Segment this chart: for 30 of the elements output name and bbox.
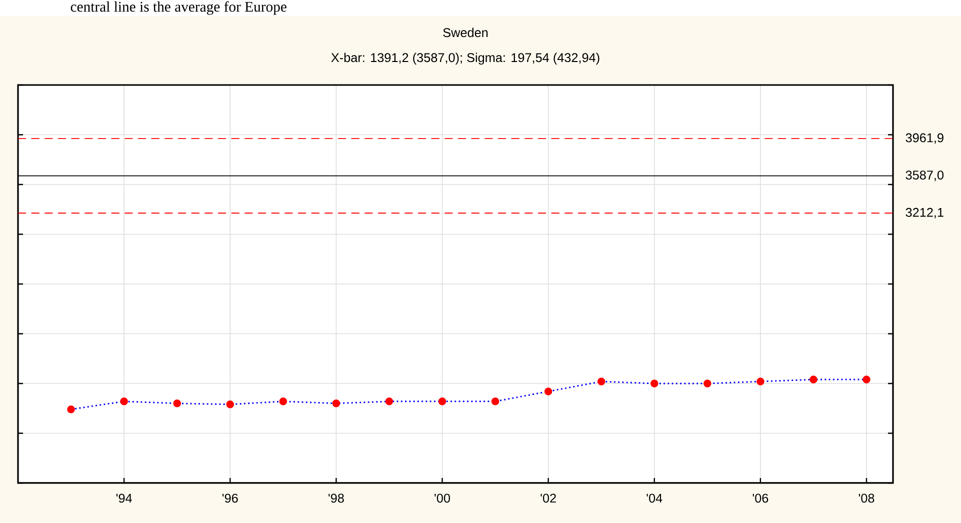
point [544,388,552,396]
chart-subtitle: X-bar: 1391,2 (3587,0); Sigma: 197,54 (432,94) [331,52,600,65]
point [491,398,500,406]
x-tick-label: '96 [222,494,238,503]
point [332,400,340,408]
point [67,405,75,414]
point [279,398,288,406]
x-tick-label: '98 [328,494,344,503]
point [650,380,658,388]
x-tick-label: '04 [646,494,662,503]
point [756,378,764,386]
ref-line-label: 3212,1 [906,208,944,218]
x-tick-label: '02 [540,494,556,503]
point [862,376,870,384]
point [173,400,181,408]
point [120,398,128,406]
x-tick-label: '06 [752,494,768,503]
ref-line-label: 3961,9 [906,133,944,144]
chart-title: Sweden [443,28,488,38]
point [597,378,606,386]
x-tick-label: '08 [858,494,874,503]
point [385,398,394,406]
point [704,380,712,388]
point [438,398,446,406]
x-tick-label: '94 [116,494,132,503]
point [226,400,234,408]
text: central line is the average for Europe [70,1,286,15]
point [810,376,818,384]
x-tick-label: '00 [434,494,450,503]
ref-line-label: 3587,0 [906,170,944,182]
